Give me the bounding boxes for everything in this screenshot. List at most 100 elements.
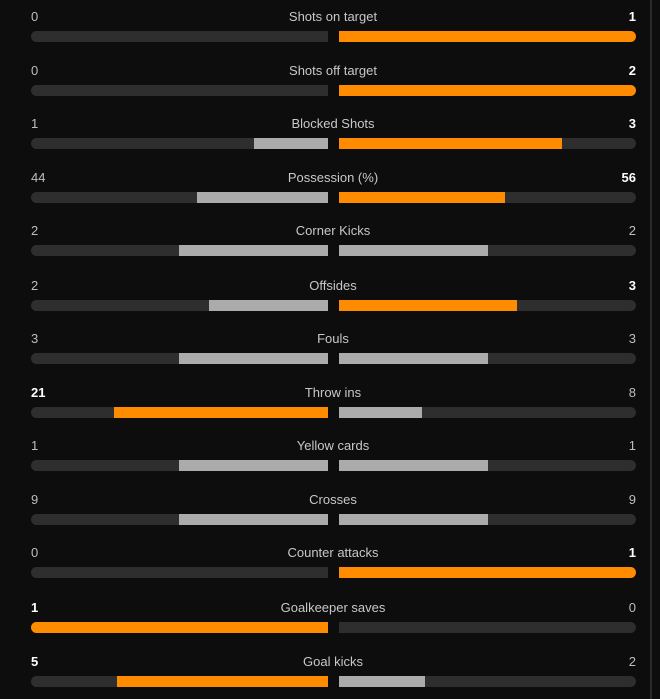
away-bar-track bbox=[339, 300, 636, 311]
stat-row-blocked-shots: 1 Blocked Shots 3 bbox=[0, 116, 652, 161]
away-bar-track bbox=[339, 676, 636, 687]
away-bar-track bbox=[339, 85, 636, 96]
home-bar-fill bbox=[179, 353, 328, 364]
home-bar-track bbox=[31, 31, 328, 42]
stat-row-counter-attacks: 0 Counter attacks 1 bbox=[0, 545, 652, 590]
home-value: 21 bbox=[31, 385, 46, 400]
home-bar-track bbox=[31, 676, 328, 687]
stat-row-corner-kicks: 2 Corner Kicks 2 bbox=[0, 223, 652, 268]
home-value: 2 bbox=[31, 223, 39, 238]
stat-label: Counter attacks bbox=[287, 545, 379, 560]
stat-label: Blocked Shots bbox=[291, 116, 375, 131]
home-bar-fill bbox=[179, 514, 328, 525]
away-value: 1 bbox=[628, 545, 636, 560]
home-value: 3 bbox=[31, 331, 39, 346]
away-bar-track bbox=[339, 622, 636, 633]
home-bar-track bbox=[31, 300, 328, 311]
home-value: 0 bbox=[31, 545, 39, 560]
stat-label: Goalkeeper saves bbox=[280, 600, 386, 615]
away-bar-fill bbox=[339, 138, 562, 149]
away-value: 56 bbox=[621, 170, 636, 185]
stat-row-goalkeeper-saves: 1 Goalkeeper saves 0 bbox=[0, 600, 652, 645]
stat-label: Fouls bbox=[317, 331, 349, 346]
away-value: 3 bbox=[628, 116, 636, 131]
stat-label: Corner Kicks bbox=[295, 223, 371, 238]
home-bar-fill bbox=[114, 407, 328, 418]
away-value: 2 bbox=[628, 654, 636, 669]
home-bar-fill bbox=[179, 245, 328, 256]
home-value: 1 bbox=[31, 116, 39, 131]
away-value: 3 bbox=[628, 278, 636, 293]
stat-label: Goal kicks bbox=[303, 654, 363, 669]
home-value: 0 bbox=[31, 9, 39, 24]
home-bar-track bbox=[31, 138, 328, 149]
stat-label: Offsides bbox=[309, 278, 357, 293]
away-bar-fill bbox=[339, 245, 488, 256]
away-bar-track bbox=[339, 245, 636, 256]
stat-label: Possession (%) bbox=[287, 170, 379, 185]
away-bar-fill bbox=[339, 353, 488, 364]
stat-label: Throw ins bbox=[304, 385, 362, 400]
away-bar-fill bbox=[339, 192, 505, 203]
away-bar-track bbox=[339, 460, 636, 471]
home-bar-fill bbox=[254, 138, 328, 149]
away-bar-fill bbox=[339, 31, 636, 42]
away-value: 0 bbox=[628, 600, 636, 615]
stat-label: Shots on target bbox=[288, 9, 378, 24]
stat-row-shots-on-target: 0 Shots on target 1 bbox=[0, 9, 652, 54]
away-value: 1 bbox=[628, 438, 636, 453]
home-bar-track bbox=[31, 245, 328, 256]
away-value: 2 bbox=[628, 63, 636, 78]
home-value: 0 bbox=[31, 63, 39, 78]
stat-row-goal-kicks: 5 Goal kicks 2 bbox=[0, 654, 652, 699]
stat-row-throw-ins: 21 Throw ins 8 bbox=[0, 385, 652, 430]
home-bar-fill bbox=[31, 622, 328, 633]
away-value: 8 bbox=[628, 385, 636, 400]
stat-row-offsides: 2 Offsides 3 bbox=[0, 278, 652, 323]
stat-row-fouls: 3 Fouls 3 bbox=[0, 331, 652, 376]
stat-row-yellow-cards: 1 Yellow cards 1 bbox=[0, 438, 652, 483]
away-bar-track bbox=[339, 192, 636, 203]
home-bar-track bbox=[31, 192, 328, 203]
away-bar-track bbox=[339, 353, 636, 364]
away-bar-fill bbox=[339, 460, 488, 471]
away-bar-track bbox=[339, 407, 636, 418]
stat-label: Shots off target bbox=[289, 63, 377, 78]
home-bar-track bbox=[31, 460, 328, 471]
stat-row-possession: 44 Possession (%) 56 bbox=[0, 170, 652, 215]
away-bar-fill bbox=[339, 407, 422, 418]
home-bar-fill bbox=[179, 460, 328, 471]
away-bar-fill bbox=[339, 676, 425, 687]
away-value: 1 bbox=[628, 9, 636, 24]
home-value: 44 bbox=[31, 170, 46, 185]
stat-row-shots-off-target: 0 Shots off target 2 bbox=[0, 63, 652, 108]
home-bar-fill bbox=[117, 676, 328, 687]
away-bar-fill bbox=[339, 85, 636, 96]
home-value: 9 bbox=[31, 492, 39, 507]
home-value: 5 bbox=[31, 654, 39, 669]
home-value: 1 bbox=[31, 438, 39, 453]
away-value: 2 bbox=[628, 223, 636, 238]
away-bar-track bbox=[339, 514, 636, 525]
home-bar-track bbox=[31, 622, 328, 633]
home-bar-track bbox=[31, 514, 328, 525]
home-bar-track bbox=[31, 407, 328, 418]
away-bar-fill bbox=[339, 567, 636, 578]
stat-label: Yellow cards bbox=[296, 438, 370, 453]
stat-row-crosses: 9 Crosses 9 bbox=[0, 492, 652, 537]
home-bar-fill bbox=[197, 192, 328, 203]
away-bar-fill bbox=[339, 514, 488, 525]
stat-label: Crosses bbox=[309, 492, 357, 507]
away-bar-track bbox=[339, 138, 636, 149]
home-bar-track bbox=[31, 567, 328, 578]
home-value: 1 bbox=[31, 600, 39, 615]
away-bar-track bbox=[339, 567, 636, 578]
home-bar-fill bbox=[209, 300, 328, 311]
away-bar-fill bbox=[339, 300, 517, 311]
away-value: 3 bbox=[628, 331, 636, 346]
home-value: 2 bbox=[31, 278, 39, 293]
away-bar-track bbox=[339, 31, 636, 42]
home-bar-track bbox=[31, 353, 328, 364]
away-value: 9 bbox=[628, 492, 636, 507]
